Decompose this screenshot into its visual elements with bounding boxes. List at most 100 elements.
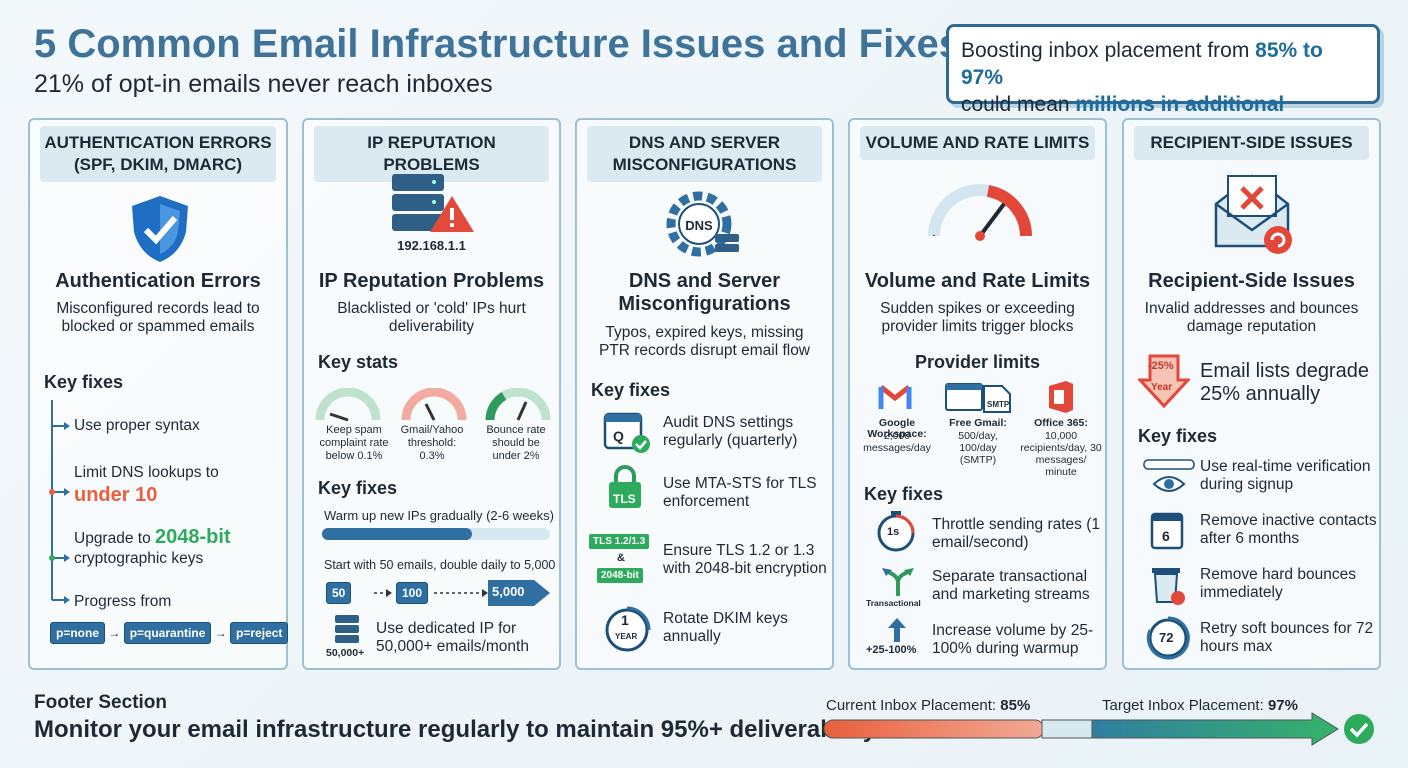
icon-label: 1s	[887, 526, 900, 538]
graphic	[450, 208, 454, 220]
graphic	[1270, 232, 1286, 248]
page-title: 5 Common Email Infrastructure Issues and…	[34, 22, 961, 66]
icon-label: Transactional	[866, 598, 921, 608]
card: RECIPIENT-SIDE ISSUES Recipient-Side Iss…	[1122, 118, 1381, 670]
card-header: IP REPUTATION PROBLEMS	[314, 126, 549, 182]
graphic	[1240, 186, 1264, 210]
card-header: RECIPIENT-SIDE ISSUES	[1134, 126, 1369, 160]
graphic	[160, 204, 180, 254]
icon-label: +25-100%	[866, 644, 917, 656]
provider-name: Office 365:	[1034, 417, 1088, 429]
section-heading: Key fixes	[44, 372, 124, 392]
fix-text: Start with 50 emails, double daily to 5,…	[324, 558, 556, 572]
step: 100	[396, 582, 429, 604]
provider-name: Google Workspace:	[867, 417, 927, 440]
graphic	[986, 185, 1032, 237]
graphic	[485, 392, 507, 421]
fix-text: Separate transactional and marketing str…	[932, 568, 1090, 603]
icon-label: Q	[613, 428, 624, 444]
flow-step: p=reject	[230, 622, 289, 644]
fix-text: cryptographic keys	[74, 550, 204, 567]
card-title: DNS and Server Misconfigurations	[618, 270, 791, 315]
graphic	[887, 570, 909, 596]
section-heading: Key fixes	[1138, 426, 1218, 446]
graphic	[1146, 616, 1190, 660]
graphic	[666, 191, 732, 257]
provider-limit: 500/day, 100/day (SMTP)	[958, 430, 998, 466]
shield-icon	[132, 196, 188, 262]
graphic	[1152, 514, 1182, 521]
icon-label: YEAR	[615, 632, 638, 641]
graphic	[1344, 714, 1374, 744]
step: 5,000	[492, 584, 525, 599]
fix-text: Throttle sending rates (1 email/second)	[932, 516, 1101, 551]
graphic	[895, 514, 915, 534]
card-header: DNS AND SERVER MISCONFIGURATIONS	[587, 126, 822, 182]
icon-label: SMTP	[987, 400, 1010, 409]
card-title: Volume and Rate Limits	[864, 270, 1091, 292]
graphic	[715, 244, 739, 252]
graphic	[322, 528, 472, 540]
graphic	[823, 719, 1045, 739]
graphic	[635, 440, 647, 450]
calendar-icon	[603, 412, 650, 453]
icon-label: -25%	[1148, 360, 1174, 372]
icon-label: 1	[621, 612, 629, 628]
card-title: Authentication Errors	[55, 270, 261, 292]
progress-bar	[322, 528, 550, 540]
fix-text: Rotate DKIM keys annually	[663, 610, 788, 645]
graphic	[632, 435, 650, 453]
graphic	[432, 180, 436, 184]
dns-icon	[666, 191, 739, 257]
graphic	[1138, 354, 1190, 408]
fix-text: Use dedicated IP for 50,000+ emails/mont…	[376, 620, 529, 655]
office-icon	[1049, 381, 1073, 413]
card: VOLUME AND RATE LIMITS Volume and Rate L…	[848, 118, 1107, 670]
fix-text: Ensure TLS 1.2 or 1.3 with 2048-bit encr…	[663, 542, 827, 577]
graphic	[614, 465, 636, 482]
graphic	[978, 202, 1006, 238]
graphic	[904, 568, 914, 576]
clock-icon	[1146, 616, 1190, 660]
callout-text: could mean	[961, 93, 1070, 116]
fix-text: Use MTA-STS for TLS enforcement	[663, 475, 817, 510]
graphic	[1152, 568, 1180, 573]
fix-text: Audit DNS settings regularly (quarterly)	[663, 414, 798, 449]
card-description: Invalid addresses and bounces damage rep…	[1144, 300, 1359, 335]
fix-highlight: 2048-bit	[155, 526, 231, 548]
fix-text: Progress from	[74, 593, 172, 610]
footer-label: Footer Section	[34, 692, 168, 713]
gmail-icon	[878, 385, 912, 409]
eye-icon	[1143, 459, 1195, 492]
graphic	[946, 384, 982, 390]
card: IP REPUTATION PROBLEMS 192.168.1.1 IP Re…	[302, 118, 561, 670]
fix-text: Increase volume by 25-100% during warmup	[932, 622, 1094, 657]
fix-text: Use real-time verification during signup	[1200, 458, 1371, 493]
card-header: VOLUME AND RATE LIMITS	[860, 126, 1095, 160]
fix-text: Remove inactive contacts after 6 months	[1200, 512, 1377, 547]
fix-text: Remove hard bounces immediately	[1200, 566, 1356, 601]
graphic	[424, 403, 436, 421]
graphic	[516, 401, 528, 421]
section-heading: Key fixes	[591, 380, 671, 400]
graphic	[609, 482, 641, 508]
card: AUTHENTICATION ERRORS (SPF, DKIM, DMARC)…	[28, 118, 289, 670]
card-description: Typos, expired keys, missing PTR records…	[598, 324, 811, 359]
fix-text: Limit DNS lookups to	[74, 464, 219, 481]
graphic	[1349, 722, 1369, 738]
card-description: Sudden spikes or exceeding provider limi…	[880, 300, 1075, 335]
footer-message: Monitor your email infrastructure regula…	[34, 716, 877, 743]
flow-step: p=quarantine	[123, 622, 212, 644]
stat-text: Email lists degrade 25% annually	[1200, 360, 1369, 405]
graphic	[975, 231, 985, 241]
server-icon	[335, 615, 359, 643]
server-icon	[392, 174, 474, 232]
timeline	[49, 400, 70, 604]
flow-step: p=none	[50, 622, 106, 644]
section-heading: Provider limits	[914, 352, 1041, 372]
graphic	[983, 385, 1011, 413]
card-title: IP Reputation Problems	[318, 270, 545, 292]
callout: Boosting inbox placement from 85% to 97%…	[946, 24, 1380, 143]
card: DNS AND SERVER MISCONFIGURATIONS DNS DNS…	[575, 118, 834, 670]
